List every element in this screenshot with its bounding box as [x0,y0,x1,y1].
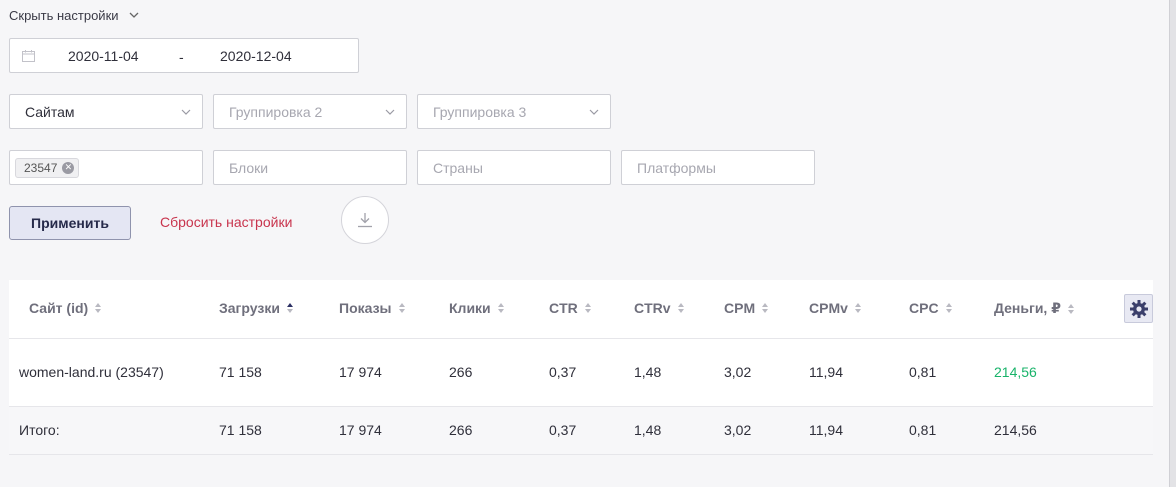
column-header-cpc[interactable]: CPC [909,300,953,316]
column-label: Загрузки [219,300,280,316]
blocks-filter[interactable]: Блоки [213,150,407,185]
cell-ctr: 0,37 [549,364,577,380]
platforms-placeholder: Платформы [637,159,716,176]
download-icon [358,213,372,228]
blocks-placeholder: Блоки [229,159,269,176]
date-range-picker[interactable]: 2020-11-04 - 2020-12-04 [9,38,359,73]
window-edge [1169,0,1176,487]
total-impressions: 17 974 [339,422,382,438]
column-label: CPC [909,300,939,316]
cell-loads: 71 158 [219,364,262,380]
countries-placeholder: Страны [433,159,483,176]
grouping-3-select[interactable]: Группировка 3 [417,94,611,129]
hide-settings-label: Скрыть настройки [9,7,119,23]
hide-settings-toggle[interactable]: Скрыть настройки [9,6,141,24]
cell-money: 214,56 [994,364,1037,380]
gear-icon [1129,299,1148,318]
date-to[interactable]: 2020-12-04 [220,48,292,64]
sites-filter[interactable]: 23547 ✕ [9,150,203,185]
total-money: 214,56 [994,422,1037,438]
download-button[interactable] [341,196,389,244]
stats-table: Сайт (id) Загрузки Показы Клики CTR CTRv… [9,280,1153,455]
sort-icon [398,303,405,313]
sort-icon [762,303,769,313]
date-from[interactable]: 2020-11-04 [68,48,139,64]
cell-ctrv: 1,48 [634,364,662,380]
grouping-1-value: Сайтам [25,103,75,120]
total-label: Итого: [19,422,60,438]
date-separator: - [179,49,184,65]
column-label: Сайт (id) [29,300,89,316]
total-cpm: 3,02 [724,422,752,438]
sort-icon [945,303,952,313]
sort-icon [677,303,684,313]
total-ctr: 0,37 [549,422,577,438]
column-label: Деньги, ₽ [994,300,1061,316]
total-cpc: 0,81 [909,422,937,438]
grouping-2-select[interactable]: Группировка 2 [213,94,407,129]
sort-icon [584,303,591,313]
column-label: Показы [339,300,392,316]
chevron-down-icon [385,109,395,115]
sort-icon [497,303,504,313]
cell-clicks: 266 [449,364,473,380]
chevron-down-icon [181,109,191,115]
column-header-ctrv[interactable]: CTRv [634,300,685,316]
total-clicks: 266 [449,422,473,438]
table-settings-button[interactable] [1124,294,1153,323]
countries-filter[interactable]: Страны [417,150,611,185]
total-loads: 71 158 [219,422,262,438]
cell-cpm: 3,02 [724,364,752,380]
table-row: women-land.ru (23547) 71 158 17 974 266 … [9,339,1153,407]
total-cpmv: 11,94 [809,422,843,438]
column-header-cpmv[interactable]: CPMv [809,300,862,316]
reset-settings-link[interactable]: Сбросить настройки [160,214,293,230]
calendar-icon [22,50,35,62]
total-ctrv: 1,48 [634,422,662,438]
cell-cpmv: 11,94 [809,364,843,380]
apply-button[interactable]: Применить [9,206,131,240]
chevron-down-icon [589,109,599,115]
column-header-money[interactable]: Деньги, ₽ [994,300,1075,317]
cell-cpc: 0,81 [909,364,937,380]
column-header-clicks[interactable]: Клики [449,300,505,316]
column-label: CPMv [809,300,848,316]
table-header: Сайт (id) Загрузки Показы Клики CTR CTRv… [9,280,1153,339]
column-label: CTR [549,300,578,316]
sort-asc-icon [286,303,293,313]
column-header-ctr[interactable]: CTR [549,300,592,316]
platforms-filter[interactable]: Платформы [621,150,815,185]
cell-impressions: 17 974 [339,364,382,380]
column-header-site[interactable]: Сайт (id) [29,300,102,316]
column-header-loads[interactable]: Загрузки [219,300,294,316]
column-label: Клики [449,300,491,316]
grouping-3-placeholder: Группировка 3 [433,103,527,120]
chevron-down-icon [129,12,138,18]
sort-icon [854,303,861,313]
column-header-impressions[interactable]: Показы [339,300,406,316]
sort-icon [1067,303,1074,314]
remove-tag-icon[interactable]: ✕ [62,161,75,174]
site-tag: 23547 ✕ [15,157,80,178]
site-tag-label: 23547 [24,160,58,175]
sort-icon [95,303,102,313]
table-total-row: Итого: 71 158 17 974 266 0,37 1,48 3,02 … [9,407,1153,455]
grouping-1-select[interactable]: Сайтам [9,94,203,129]
cell-site: women-land.ru (23547) [19,364,164,380]
column-label: CTRv [634,300,671,316]
column-header-cpm[interactable]: CPM [724,300,769,316]
column-label: CPM [724,300,756,316]
grouping-2-placeholder: Группировка 2 [229,103,323,120]
